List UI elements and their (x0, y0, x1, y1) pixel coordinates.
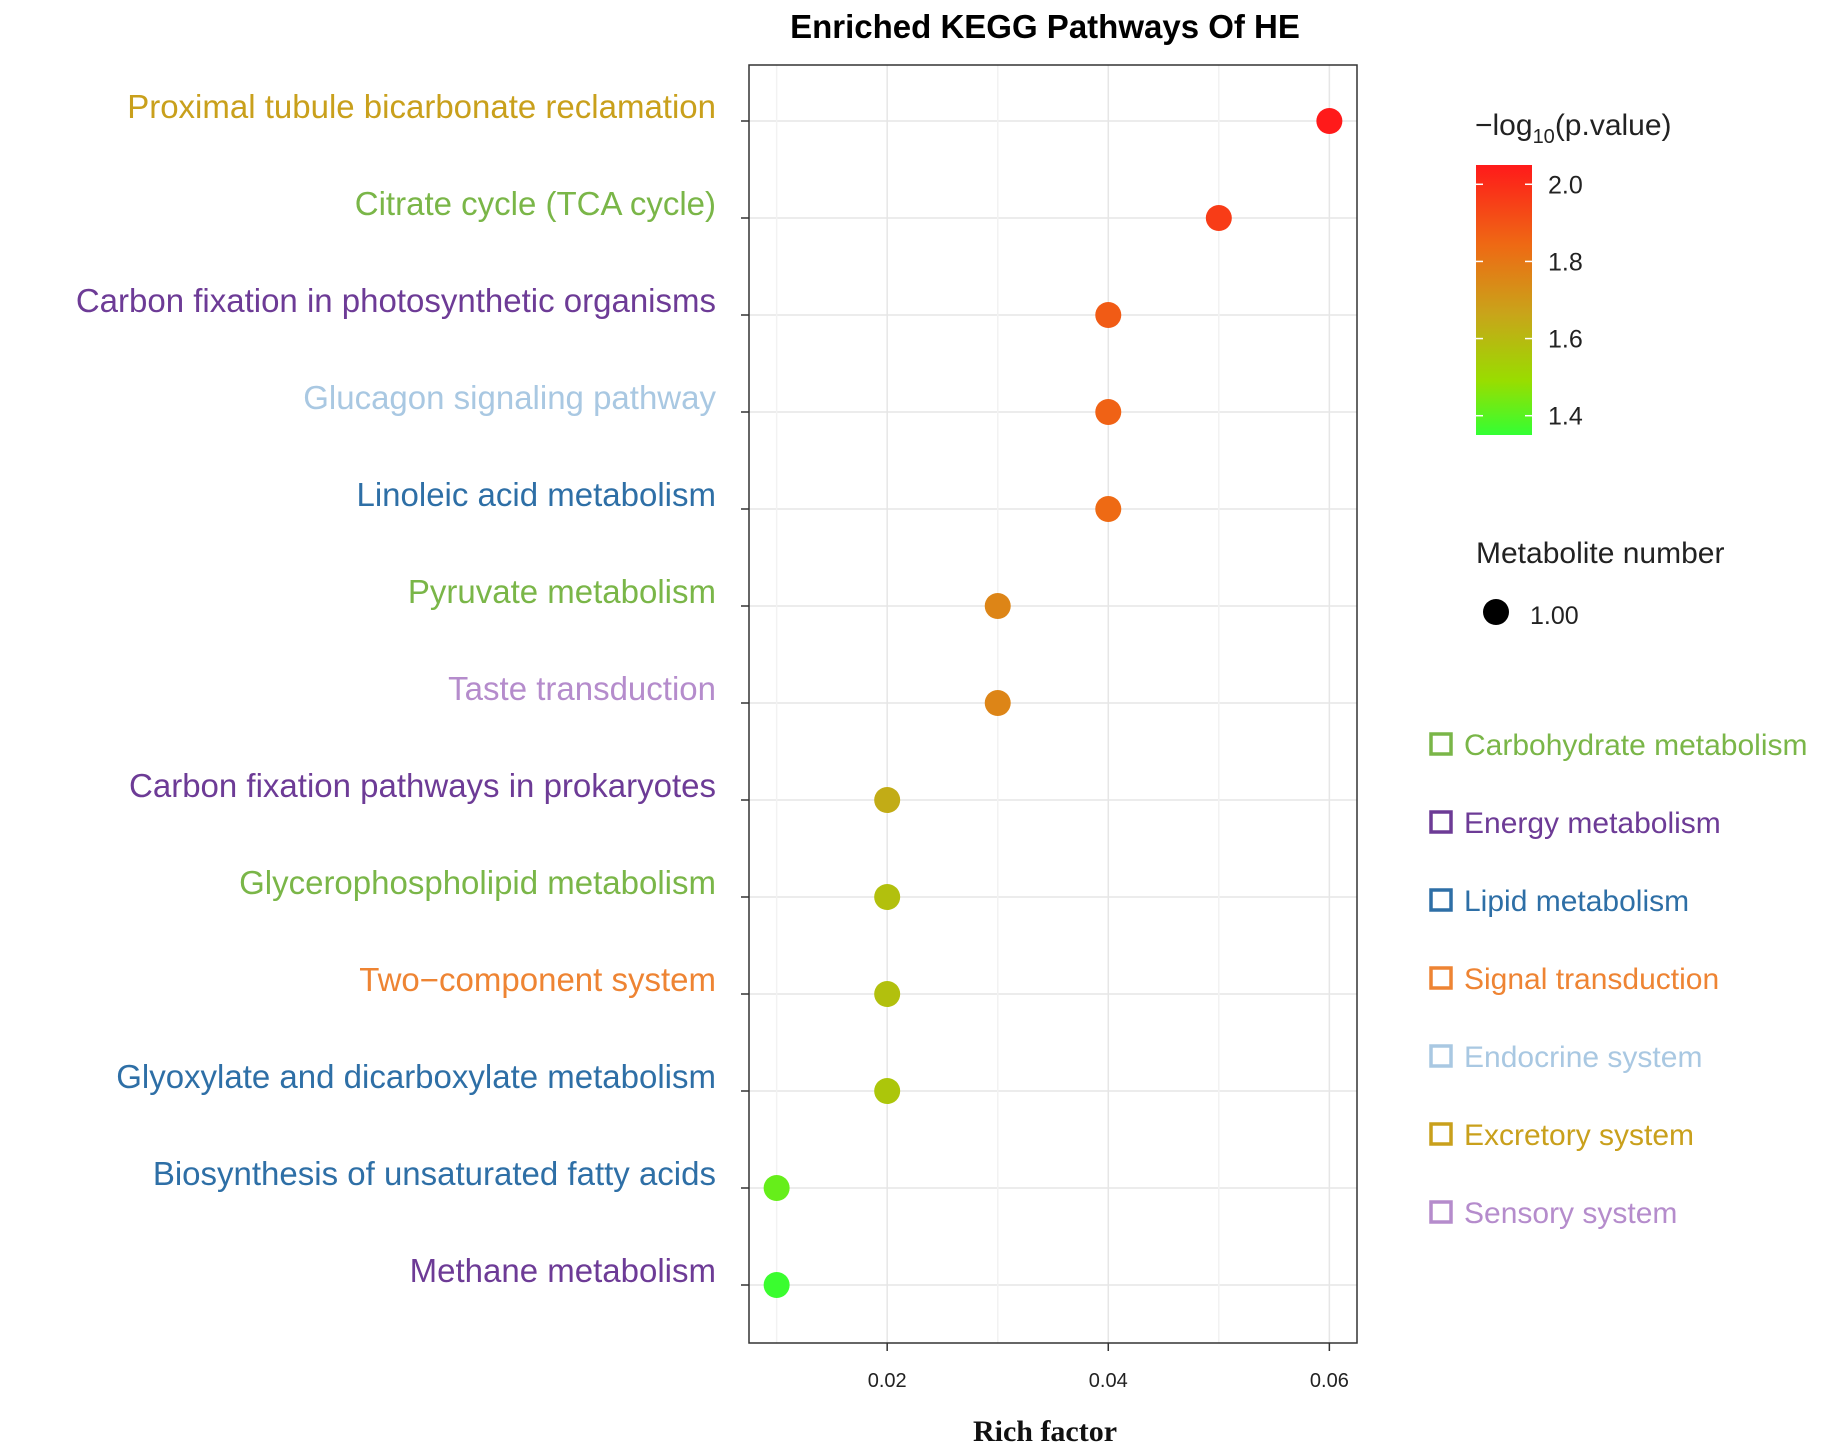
x-axis-label: Rich factor (973, 1415, 1117, 1448)
color-legend-title-prefix: −log (1475, 109, 1533, 142)
data-point (874, 884, 901, 910)
y-tick-label: Pyruvate metabolism (408, 573, 716, 610)
y-tick-label: Two−component system (359, 961, 716, 998)
data-point (984, 593, 1011, 619)
category-legend-label: Endocrine system (1464, 1041, 1702, 1074)
data-points (763, 108, 1343, 1298)
color-legend-tick-label: 1.4 (1548, 403, 1583, 431)
color-legend-title-sub: 10 (1533, 126, 1555, 148)
x-tick-label: 0.06 (1310, 1370, 1349, 1392)
size-legend-label: 1.00 (1530, 602, 1579, 630)
data-point (984, 690, 1011, 716)
grid-lines (749, 65, 1357, 1343)
color-legend-tick-label: 2.0 (1548, 171, 1583, 199)
size-legend-dot (1483, 599, 1509, 625)
category-legend-key (1429, 966, 1453, 990)
category-legend: Carbohydrate metabolism Energy metabolism… (1429, 729, 1808, 1230)
x-tick-label: 0.04 (1089, 1370, 1128, 1392)
category-legend-label: Signal transduction (1464, 963, 1719, 996)
category-legend-label: Sensory system (1464, 1197, 1677, 1230)
y-tick-label: Carbon fixation in photosynthetic organi… (76, 282, 716, 319)
size-legend-title: Metabolite number (1476, 537, 1724, 570)
category-legend-key (1429, 1122, 1453, 1146)
x-axis-ticks: 0.02 0.04 0.06 (868, 1343, 1349, 1392)
size-legend: Metabolite number 1.00 (1476, 537, 1724, 630)
data-point (763, 1272, 790, 1298)
y-tick-label: Linoleic acid metabolism (356, 476, 716, 513)
y-axis-ticks (741, 120, 749, 1286)
y-axis-labels: Proximal tubule bicarbonate reclamation C… (76, 88, 717, 1289)
category-legend-label: Excretory system (1464, 1119, 1694, 1152)
category-legend-key (1429, 1044, 1453, 1068)
category-legend-label: Lipid metabolism (1464, 885, 1689, 918)
data-point (874, 1078, 901, 1104)
color-legend-ticks: 2.0 1.8 1.6 1.4 (1476, 171, 1583, 431)
category-legend-label: Energy metabolism (1464, 807, 1721, 840)
plot-panel-border (748, 64, 1358, 1344)
data-point (1095, 399, 1122, 425)
category-legend-key (1429, 810, 1453, 834)
y-tick-label: Biosynthesis of unsaturated fatty acids (153, 1155, 716, 1192)
data-point (1205, 205, 1232, 231)
color-legend-title-suffix: (p.value) (1555, 109, 1672, 142)
y-tick-label: Citrate cycle (TCA cycle) (355, 185, 716, 222)
data-point (874, 787, 901, 813)
category-legend-key (1429, 732, 1453, 756)
color-legend-tick-label: 1.8 (1548, 248, 1583, 276)
color-legend-title: −log10(p.value) (1475, 109, 1672, 148)
color-legend-bar (1476, 165, 1532, 435)
category-legend-key (1429, 888, 1453, 912)
data-point (874, 981, 901, 1007)
y-tick-label: Carbon fixation pathways in prokaryotes (129, 767, 716, 804)
chart-title: Enriched KEGG Pathways Of HE (790, 8, 1300, 45)
data-point (1095, 496, 1122, 522)
color-legend-tick-label: 1.6 (1548, 326, 1583, 354)
y-tick-label: Glycerophospholipid metabolism (239, 864, 716, 901)
y-tick-label: Glucagon signaling pathway (303, 379, 716, 416)
data-point (763, 1175, 790, 1201)
data-point (1095, 302, 1122, 328)
y-tick-label: Proximal tubule bicarbonate reclamation (127, 88, 716, 125)
y-tick-label: Methane metabolism (410, 1252, 716, 1289)
category-legend-label: Carbohydrate metabolism (1464, 729, 1808, 762)
data-point (1316, 108, 1343, 134)
x-tick-label: 0.02 (868, 1370, 907, 1392)
y-tick-label: Taste transduction (448, 670, 716, 707)
category-legend-key (1429, 1200, 1453, 1224)
y-tick-label: Glyoxylate and dicarboxylate metabolism (116, 1058, 716, 1095)
color-legend: −log10(p.value) 2.0 1.8 1.6 1.4 (1475, 109, 1672, 435)
